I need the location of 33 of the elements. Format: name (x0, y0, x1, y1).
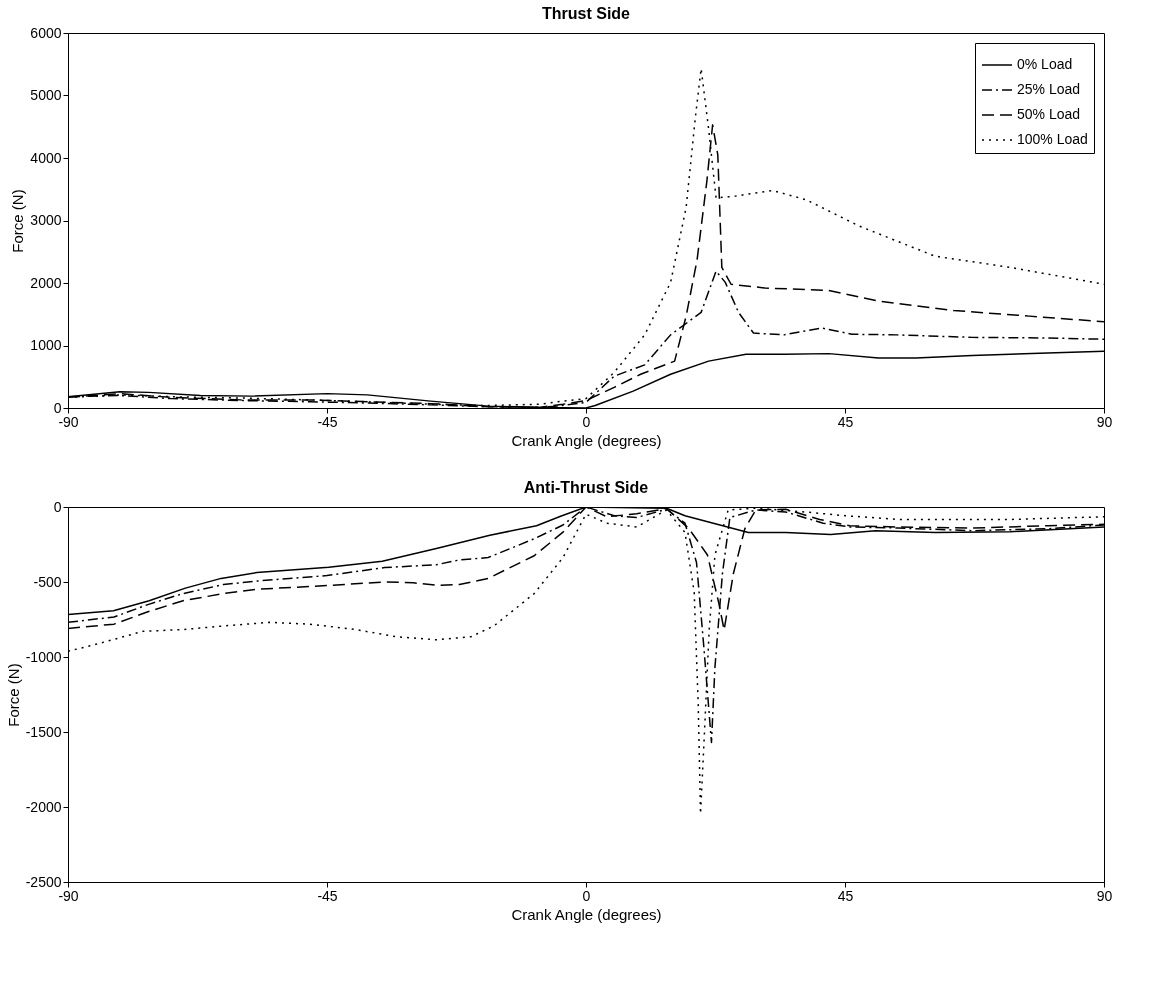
legend-label: 50% Load (1017, 106, 1081, 122)
legend-label: 100% Load (1017, 131, 1088, 147)
x-tick-label: 90 (1096, 887, 1113, 904)
chart-title: Thrust Side (541, 5, 631, 22)
y-tick-label: 4000 (30, 149, 62, 166)
legend-label: 0% Load (1017, 56, 1073, 72)
x-tick-label: 90 (1096, 413, 1113, 430)
y-tick-label: 1000 (30, 337, 62, 353)
y-tick-label: -2500 (25, 873, 62, 890)
y-tick-label: 2000 (30, 274, 62, 291)
y-tick-label: 3000 (30, 212, 62, 228)
x-tick-label: -45 (317, 887, 338, 904)
legend-label: 25% Load (1017, 81, 1081, 97)
y-tick-label: 6000 (30, 24, 62, 41)
y-tick-label: -1500 (25, 723, 62, 740)
chart-title: Anti-Thrust Side (523, 479, 649, 496)
x-tick-label: 0 (582, 413, 591, 430)
y-tick-label: -2000 (25, 798, 62, 815)
x-tick-label: -90 (58, 887, 79, 904)
x-tick-label: -45 (317, 413, 338, 430)
y-tick-label: 0 (53, 399, 62, 416)
y-axis-title: Force (N) (4, 663, 22, 727)
y-tick-label: 5000 (30, 87, 62, 103)
y-axis-title: Force (N) (9, 189, 27, 253)
y-tick-label: -500 (33, 573, 62, 590)
x-tick-label: 45 (837, 413, 854, 430)
x-tick-label: 45 (837, 887, 854, 904)
x-tick-label: 0 (582, 887, 591, 904)
x-axis-title: Crank Angle (degrees) (511, 431, 662, 449)
y-tick-label: -1000 (25, 648, 62, 665)
y-tick-label: 0 (53, 498, 62, 515)
x-axis-title: Crank Angle (degrees) (511, 905, 662, 923)
x-tick-label: -90 (58, 413, 79, 430)
